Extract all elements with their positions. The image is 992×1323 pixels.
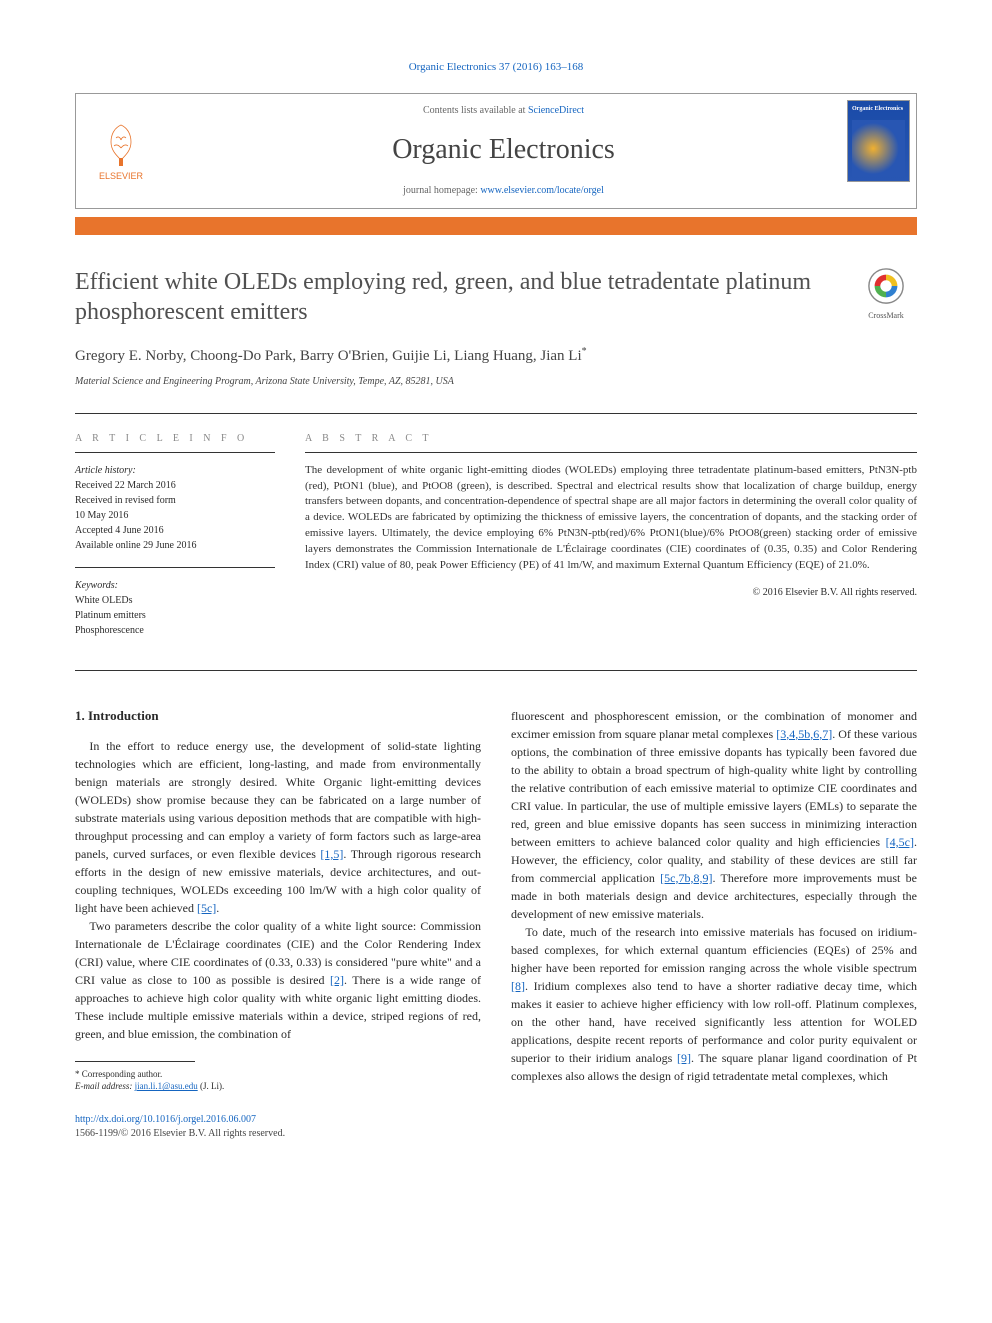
- sciencedirect-link[interactable]: ScienceDirect: [528, 105, 584, 116]
- issn-line: 1566-1199/© 2016 Elsevier B.V. All right…: [75, 1127, 917, 1141]
- authors-names: Gregory E. Norby, Choong-Do Park, Barry …: [75, 348, 582, 364]
- crossmark-icon: [867, 267, 905, 305]
- body-text-left: In the effort to reduce energy use, the …: [75, 737, 481, 1043]
- reference-link[interactable]: [4,5c]: [886, 835, 914, 849]
- page-container: Organic Electronics 37 (2016) 163–168 EL…: [0, 0, 992, 1181]
- keywords-block: Keywords: White OLEDs Platinum emitters …: [75, 578, 275, 638]
- elsevier-tree-icon: [96, 120, 146, 170]
- article-info-heading: A R T I C L E I N F O: [75, 432, 275, 453]
- elsevier-label: ELSEVIER: [99, 170, 143, 183]
- email-link[interactable]: jian.li.1@asu.edu: [135, 1081, 198, 1091]
- info-abstract-row: A R T I C L E I N F O Article history: R…: [75, 413, 917, 671]
- abstract: A B S T R A C T The development of white…: [305, 432, 917, 652]
- history-label: Article history:: [75, 463, 275, 478]
- footnote: * Corresponding author. E-mail address: …: [75, 1068, 481, 1093]
- journal-header-box: ELSEVIER Contents lists available at Sci…: [75, 93, 917, 208]
- keyword-2: Platinum emitters: [75, 608, 275, 623]
- abstract-text: The development of white organic light-e…: [305, 463, 917, 575]
- elsevier-logo[interactable]: ELSEVIER: [76, 94, 166, 207]
- accepted-date: Accepted 4 June 2016: [75, 523, 275, 538]
- journal-name: Organic Electronics: [166, 130, 841, 169]
- email-label: E-mail address:: [75, 1081, 132, 1091]
- reference-link[interactable]: [3,4,5b,6,7]: [776, 727, 832, 741]
- header-center: Contents lists available at ScienceDirec…: [166, 94, 841, 207]
- doi-line: http://dx.doi.org/10.1016/j.orgel.2016.0…: [75, 1113, 917, 1127]
- section-heading: 1. Introduction: [75, 707, 481, 725]
- reference-link[interactable]: [5c,7b,8,9]: [660, 871, 712, 885]
- reference-link[interactable]: [2]: [330, 973, 344, 987]
- contents-line: Contents lists available at ScienceDirec…: [166, 104, 841, 118]
- received-date: Received 22 March 2016: [75, 478, 275, 493]
- revised-line2: 10 May 2016: [75, 508, 275, 523]
- column-left: 1. Introduction In the effort to reduce …: [75, 707, 481, 1093]
- paragraph-3: fluorescent and phosphorescent emission,…: [511, 707, 917, 923]
- abstract-heading: A B S T R A C T: [305, 432, 917, 453]
- article-title: Efficient white OLEDs employing red, gre…: [75, 267, 855, 327]
- footnote-rule: [75, 1061, 195, 1062]
- title-row: Efficient white OLEDs employing red, gre…: [75, 267, 917, 327]
- reference-link[interactable]: [5c]: [197, 901, 216, 915]
- homepage-line: journal homepage: www.elsevier.com/locat…: [166, 184, 841, 198]
- email-suffix: (J. Li).: [198, 1081, 225, 1091]
- doi-link[interactable]: http://dx.doi.org/10.1016/j.orgel.2016.0…: [75, 1114, 256, 1125]
- email-line: E-mail address: jian.li.1@asu.edu (J. Li…: [75, 1080, 481, 1093]
- crossmark-label: CrossMark: [855, 310, 917, 321]
- contents-prefix: Contents lists available at: [423, 105, 528, 116]
- authors-line: Gregory E. Norby, Choong-Do Park, Barry …: [75, 345, 917, 367]
- article-info: A R T I C L E I N F O Article history: R…: [75, 432, 275, 652]
- abstract-copyright: © 2016 Elsevier B.V. All rights reserved…: [305, 586, 917, 600]
- revised-line1: Received in revised form: [75, 493, 275, 508]
- crossmark-badge[interactable]: CrossMark: [855, 267, 917, 321]
- corresponding-author: * Corresponding author.: [75, 1068, 481, 1081]
- article-history: Article history: Received 22 March 2016 …: [75, 463, 275, 553]
- reference-link[interactable]: [8]: [511, 979, 525, 993]
- body-columns: 1. Introduction In the effort to reduce …: [75, 707, 917, 1093]
- reference-link[interactable]: [1,5]: [320, 847, 343, 861]
- affiliation: Material Science and Engineering Program…: [75, 375, 917, 389]
- cover-image: Organic Electronics: [847, 100, 910, 182]
- journal-cover-thumb[interactable]: Organic Electronics: [841, 94, 916, 207]
- paragraph-4: To date, much of the research into emiss…: [511, 923, 917, 1085]
- orange-separator-bar: [75, 217, 917, 235]
- homepage-prefix: journal homepage:: [403, 185, 480, 196]
- homepage-link[interactable]: www.elsevier.com/locate/orgel: [480, 185, 604, 196]
- cover-title: Organic Electronics: [852, 105, 905, 113]
- keywords-label: Keywords:: [75, 578, 275, 593]
- corresponding-marker: *: [582, 346, 587, 357]
- body-text-right: fluorescent and phosphorescent emission,…: [511, 707, 917, 1085]
- column-right: fluorescent and phosphorescent emission,…: [511, 707, 917, 1093]
- keyword-3: Phosphorescence: [75, 623, 275, 638]
- reference-link[interactable]: [9]: [677, 1051, 691, 1065]
- keyword-1: White OLEDs: [75, 593, 275, 608]
- paragraph-2: Two parameters describe the color qualit…: [75, 917, 481, 1043]
- paragraph-1: In the effort to reduce energy use, the …: [75, 737, 481, 917]
- online-date: Available online 29 June 2016: [75, 538, 275, 553]
- citation-line: Organic Electronics 37 (2016) 163–168: [75, 60, 917, 75]
- citation-link[interactable]: Organic Electronics 37 (2016) 163–168: [409, 61, 584, 73]
